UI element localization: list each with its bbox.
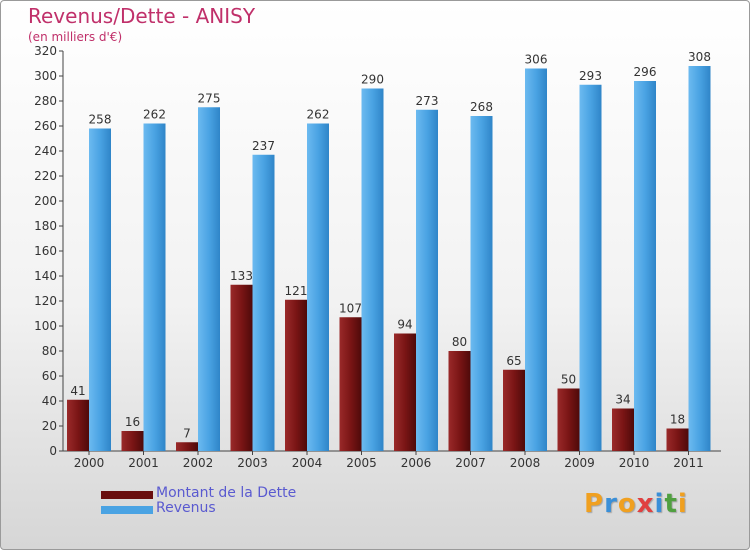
data-label-debt: 7 <box>183 426 191 440</box>
bar-revenus <box>143 123 166 451</box>
x-tick-label: 2001 <box>128 456 159 470</box>
bar-revenus <box>470 116 493 451</box>
logo-letter: i <box>654 489 665 519</box>
logo-letter: t <box>664 489 678 519</box>
x-tick-label: 2008 <box>510 456 541 470</box>
bar-debt <box>557 388 580 451</box>
legend-swatch-revenus <box>101 506 153 514</box>
x-tick-label: 2006 <box>401 456 432 470</box>
chart-subtitle: (en milliers d'€) <box>28 30 123 44</box>
bar-revenus <box>525 68 547 451</box>
bar-revenus <box>634 81 656 451</box>
bar-debt <box>448 351 471 451</box>
y-tick-label: 320 <box>34 44 57 58</box>
y-tick-label: 220 <box>34 169 57 183</box>
data-label-revenus: 258 <box>89 113 112 127</box>
x-tick-label: 2009 <box>564 456 595 470</box>
x-tick-label: 2011 <box>673 456 704 470</box>
data-label-debt: 18 <box>670 413 685 427</box>
x-tick-label: 2007 <box>455 456 486 470</box>
x-tick-label: 2010 <box>619 456 650 470</box>
data-label-debt: 65 <box>506 354 521 368</box>
data-label-revenus: 273 <box>416 94 439 108</box>
bar-revenus <box>252 154 275 451</box>
legend-swatch-debt <box>101 491 153 499</box>
data-label-revenus: 290 <box>361 73 384 87</box>
data-label-debt: 34 <box>615 393 630 407</box>
x-tick-label: 2003 <box>237 456 268 470</box>
bar-debt <box>339 317 362 451</box>
x-tick-label: 2002 <box>183 456 214 470</box>
data-label-debt: 16 <box>125 415 140 429</box>
y-tick-label: 0 <box>49 444 57 458</box>
proxiti-logo: Proxiti <box>584 489 688 519</box>
data-label-debt: 80 <box>452 335 467 349</box>
data-label-revenus: 296 <box>634 65 657 79</box>
data-label-debt: 121 <box>285 284 308 298</box>
bar-debt <box>666 428 689 451</box>
data-label-debt: 41 <box>70 384 85 398</box>
logo-letter: P <box>584 489 605 519</box>
bar-revenus <box>307 123 329 451</box>
data-label-revenus: 293 <box>579 69 602 83</box>
data-label-revenus: 268 <box>470 100 493 114</box>
bar-revenus <box>579 84 602 451</box>
y-tick-label: 240 <box>34 144 57 158</box>
data-label-revenus: 237 <box>252 139 275 153</box>
bar-revenus <box>416 109 438 451</box>
bar-revenus <box>89 128 111 451</box>
bar-debt <box>67 399 89 451</box>
data-label-revenus: 262 <box>143 108 166 122</box>
y-tick-label: 200 <box>34 194 57 208</box>
data-label-revenus: 306 <box>525 53 548 67</box>
y-tick-label: 300 <box>34 69 57 83</box>
logo-letter: o <box>617 489 637 519</box>
y-tick-label: 260 <box>34 119 57 133</box>
data-label-revenus: 275 <box>198 91 221 105</box>
bar-revenus <box>361 88 384 451</box>
legend-label-revenus: Revenus <box>156 500 216 516</box>
data-label-debt: 107 <box>339 301 362 315</box>
data-label-debt: 50 <box>561 373 576 387</box>
logo-letter: r <box>604 489 618 519</box>
data-label-debt: 94 <box>397 318 412 332</box>
bar-debt <box>230 284 253 451</box>
bar-debt <box>394 333 416 451</box>
y-tick-label: 80 <box>42 344 57 358</box>
bar-debt <box>612 408 634 451</box>
y-tick-label: 100 <box>34 319 57 333</box>
bar-revenus <box>688 66 711 451</box>
y-tick-label: 160 <box>34 244 57 258</box>
data-label-revenus: 262 <box>307 108 330 122</box>
x-tick-label: 2000 <box>74 456 105 470</box>
logo-letter: i <box>677 489 688 519</box>
data-label-revenus: 308 <box>688 50 711 64</box>
x-tick-label: 2004 <box>292 456 323 470</box>
bar-debt <box>121 431 144 451</box>
chart-title: Revenus/Dette - ANISY <box>28 4 256 28</box>
bar-revenus <box>198 107 220 451</box>
logo-letter: x <box>636 489 655 519</box>
x-tick-label: 2005 <box>346 456 377 470</box>
y-tick-label: 40 <box>42 394 57 408</box>
y-tick-label: 140 <box>34 269 57 283</box>
bar-debt <box>176 442 198 451</box>
bar-debt <box>285 299 307 451</box>
legend-label-debt: Montant de la Dette <box>156 485 297 501</box>
data-label-debt: 133 <box>230 269 253 283</box>
y-tick-label: 60 <box>42 369 57 383</box>
y-tick-label: 180 <box>34 219 57 233</box>
y-tick-label: 20 <box>42 419 57 433</box>
bar-debt <box>503 369 525 451</box>
y-tick-label: 120 <box>34 294 57 308</box>
y-tick-label: 280 <box>34 94 57 108</box>
